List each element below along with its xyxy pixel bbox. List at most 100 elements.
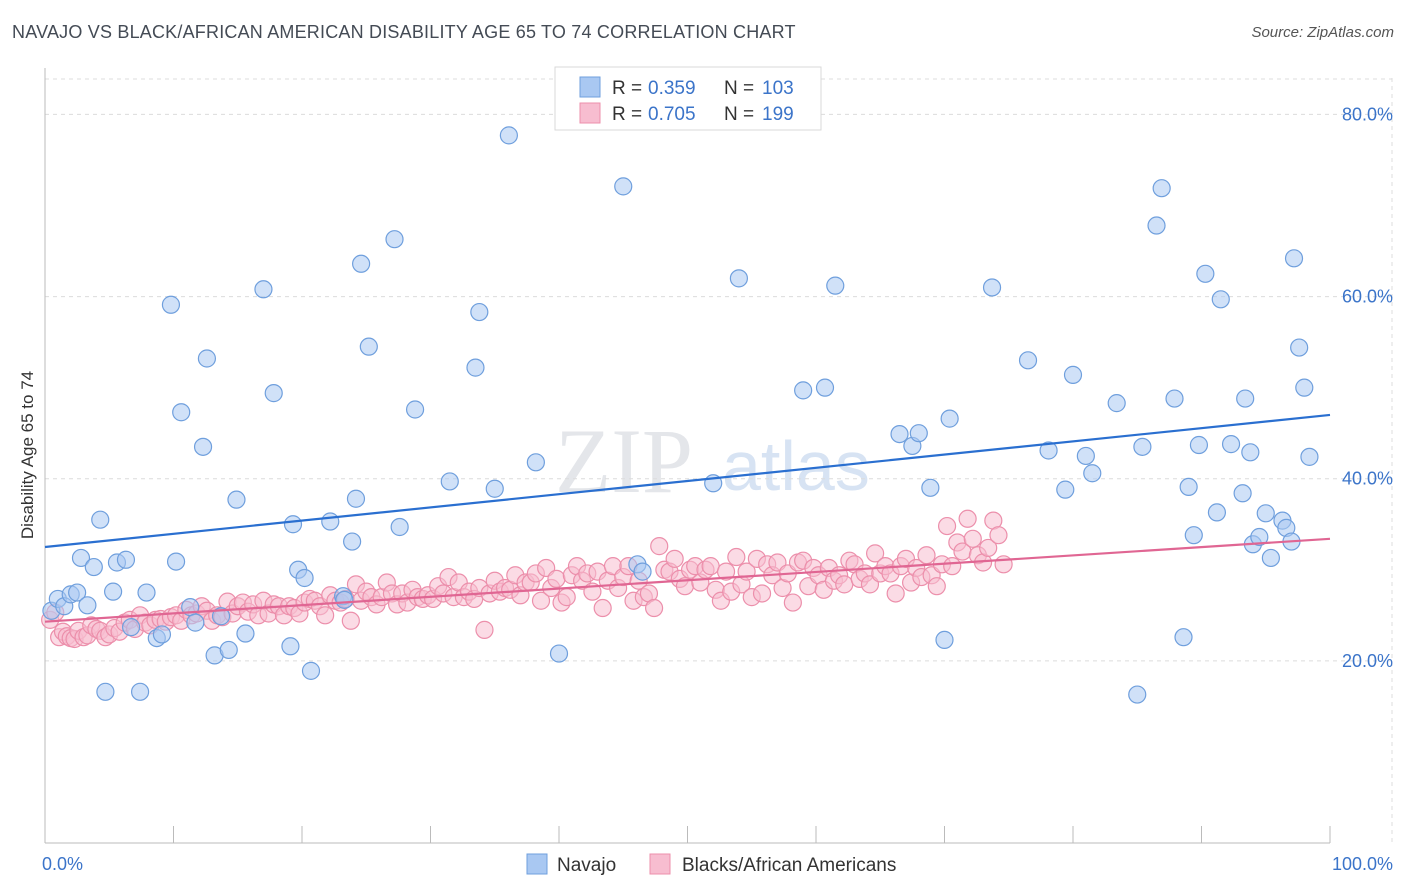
navajo-point [152, 625, 172, 644]
watermark: ZIP atlas [555, 410, 870, 512]
black-point [963, 529, 982, 548]
watermark-atlas: atlas [722, 427, 870, 505]
navajo-point [614, 177, 633, 196]
navajo-point [335, 590, 354, 609]
navajo-trend-line [44, 413, 1331, 549]
navajo-point [1018, 351, 1038, 370]
navajo-point [1107, 394, 1126, 413]
black-point [866, 544, 885, 563]
navajo-point [352, 254, 371, 273]
navajo-point [116, 550, 136, 569]
navajo-point [921, 478, 940, 497]
black-point [593, 598, 612, 618]
navajo-point [227, 490, 246, 509]
black-point [783, 593, 802, 612]
black-point [937, 516, 957, 536]
navajo-point [549, 644, 569, 663]
black-point [644, 598, 664, 618]
navajo-point [343, 532, 362, 551]
legend-r-label-navajo: R = [612, 78, 642, 99]
navajo-point [470, 302, 489, 322]
legend-n-value-navajo: 103 [762, 78, 794, 99]
legend-r-value-black: 0.705 [648, 104, 696, 125]
navajo-point [1207, 503, 1227, 522]
navajo-point [84, 557, 103, 577]
black-trend-line [44, 537, 1331, 623]
navajo-series [42, 126, 1319, 704]
grid-lines [45, 78, 1393, 843]
navajo-point [1076, 446, 1095, 466]
navajo-point [172, 403, 191, 422]
legend-swatch-navajo [579, 76, 601, 98]
black-point [917, 546, 936, 565]
x-tick-label-min: 0.0% [42, 854, 83, 874]
navajo-point [1063, 365, 1083, 384]
navajo-point [935, 630, 954, 650]
y-tick-label-20: 20.0% [1342, 651, 1393, 671]
bottom-legend-label-black: Blacks/African Americans [682, 855, 896, 876]
y-axis-title: Disability Age 65 to 74 [18, 371, 37, 539]
navajo-point [1147, 216, 1166, 235]
trend-lines [44, 413, 1331, 623]
black-point [886, 584, 905, 603]
navajo-point [1241, 443, 1260, 462]
y-tick-label-60: 60.0% [1342, 287, 1393, 307]
navajo-point [1284, 249, 1304, 268]
y-tick-labels: 20.0% 40.0% 60.0% 80.0% [1342, 104, 1393, 670]
navajo-point [104, 582, 123, 601]
black-point [727, 547, 746, 567]
y-tick-label-80: 80.0% [1342, 104, 1393, 124]
black-point [943, 557, 962, 576]
legend-n-label-black: N = [724, 104, 754, 125]
navajo-point [71, 548, 91, 568]
navajo-point [130, 682, 150, 701]
black-point [547, 569, 566, 588]
navajo-point [1236, 389, 1255, 408]
navajo-point [633, 562, 652, 581]
black-point [650, 537, 669, 556]
navajo-point [186, 613, 205, 632]
navajo-point [1174, 628, 1193, 647]
x-tick-label-max: 100.0% [1332, 854, 1393, 874]
black-point [475, 620, 494, 639]
black-point [752, 584, 772, 603]
navajo-point [982, 278, 1002, 297]
navajo-point [211, 607, 231, 626]
navajo-point [78, 596, 97, 615]
navajo-point [166, 552, 186, 571]
bottom-legend-swatch-navajo [526, 853, 548, 875]
black-point [316, 606, 335, 625]
source-label: Source: ZipAtlas.com [1251, 24, 1394, 41]
navajo-point [283, 515, 303, 534]
navajo-point [815, 378, 835, 397]
navajo-point [346, 489, 366, 508]
navajo-point [1165, 389, 1184, 408]
legend-r-label-black: R = [612, 104, 642, 125]
navajo-point [405, 400, 425, 419]
navajo-point [466, 358, 485, 377]
navajo-point [794, 381, 813, 400]
navajo-point [219, 640, 238, 660]
navajo-point [940, 409, 959, 428]
black-point [979, 538, 998, 558]
y-tick-label-40: 40.0% [1342, 469, 1393, 489]
navajo-point [890, 424, 909, 444]
navajo-point [909, 424, 928, 443]
navajo-point [236, 624, 255, 643]
navajo-point [499, 126, 518, 145]
black-point [835, 575, 854, 594]
navajo-point [1233, 484, 1252, 503]
navajo-point [1184, 526, 1203, 545]
navajo-point [1300, 447, 1319, 466]
bottom-legend-label-navajo: Navajo [557, 855, 616, 876]
navajo-point [1039, 441, 1058, 460]
navajo-point [137, 583, 156, 602]
navajo-point [826, 276, 845, 295]
black-point [994, 555, 1013, 574]
navajo-point [359, 337, 378, 356]
navajo-point [1152, 179, 1171, 198]
navajo-point [440, 472, 459, 491]
navajo-point [96, 682, 115, 701]
navajo-point [385, 230, 404, 249]
